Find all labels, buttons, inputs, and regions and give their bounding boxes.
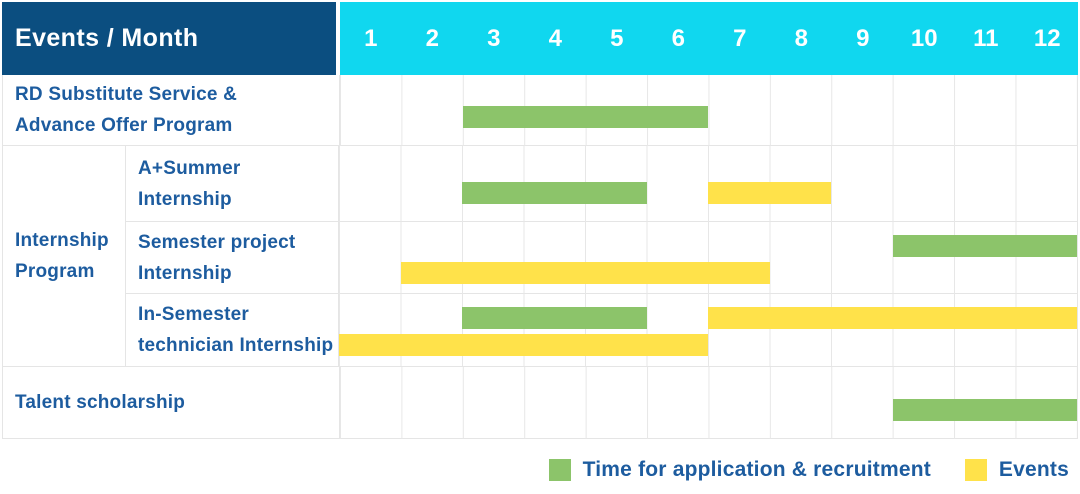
event-bar	[400, 262, 770, 284]
header-title-cell: Events / Month	[2, 2, 340, 75]
label-line: Semester project	[138, 231, 296, 253]
application-bar	[892, 399, 1077, 421]
month-header-cell: 1	[364, 24, 378, 52]
month-header-cell: 8	[794, 24, 808, 52]
chart-row	[340, 75, 1077, 146]
chart-row	[339, 146, 1077, 222]
legend-label: Events	[998, 458, 1069, 481]
label-line: Internship	[138, 262, 232, 284]
month-header: 1 2 3 4 5 6 7 8 9 10 11 12	[340, 2, 1078, 75]
group-label: Internship Program	[3, 146, 126, 366]
row-label: Semester project Internship	[126, 222, 339, 293]
label-line: technician Internship	[138, 335, 334, 356]
application-bar	[462, 182, 647, 204]
table-row: RD Substitute Service & Advance Offer Pro…	[3, 75, 1077, 146]
label-line: Advance Offer Program	[15, 115, 233, 136]
group-section: Internship Program A+Summer Internship Semes…	[3, 146, 1077, 367]
table-row: In-Semester technician Internship	[126, 294, 1077, 366]
row-label: A+Summer Internship	[126, 146, 339, 221]
event-bar	[708, 307, 1077, 329]
month-header-cell: 10	[910, 24, 938, 52]
chart-row	[339, 294, 1077, 366]
table-row: A+Summer Internship	[126, 146, 1077, 222]
month-header-cell: 2	[425, 24, 439, 52]
page-title: Events / Month	[15, 24, 199, 52]
month-header-cell: 9	[856, 24, 870, 52]
application-bar	[892, 235, 1077, 257]
group-rows: A+Summer Internship Semester project Intern…	[126, 146, 1077, 366]
label-line: Program	[15, 261, 95, 282]
month-header-cell: 6	[671, 24, 685, 52]
chart-row	[340, 367, 1077, 439]
month-header-cell: 3	[487, 24, 501, 52]
application-bar	[462, 106, 709, 128]
application-swatch	[548, 459, 571, 481]
month-header-cell: 5	[610, 24, 624, 52]
label-line: A+Summer	[138, 157, 241, 179]
month-header-cell: 12	[1033, 24, 1061, 52]
gantt-chart: Events / Month 1 2 3 4 5 6 7 8 9 10 11 12 RD Substi…	[2, 2, 1078, 439]
legend-label: Time for application & recruitment	[582, 458, 931, 481]
table-row: Talent scholarship	[3, 367, 1077, 439]
row-label: Talent scholarship	[3, 367, 340, 438]
application-bar	[462, 307, 647, 329]
table-header-row: Events / Month 1 2 3 4 5 6 7 8 9 10 11 12	[2, 2, 1078, 75]
chart-row	[339, 222, 1077, 294]
legend: Time for application & recruitment Events	[529, 458, 1069, 482]
event-bar	[339, 334, 708, 356]
legend-item: Events	[964, 458, 1069, 482]
month-header-cell: 7	[733, 24, 747, 52]
month-header-cell: 11	[973, 24, 999, 52]
event-swatch	[964, 459, 987, 481]
label-line: Internship	[138, 188, 232, 210]
table-body: RD Substitute Service & Advance Offer Pro…	[2, 75, 1078, 439]
row-label: In-Semester technician Internship	[126, 294, 339, 366]
month-header-cell: 4	[548, 24, 562, 52]
label-line: Talent scholarship	[15, 392, 186, 413]
table-row: Semester project Internship	[126, 222, 1077, 294]
event-bar	[708, 182, 831, 204]
label-line: RD Substitute Service &	[15, 84, 238, 105]
legend-item: Time for application & recruitment	[548, 458, 931, 482]
row-label: RD Substitute Service & Advance Offer Pro…	[3, 75, 340, 145]
label-line: Internship	[15, 230, 109, 251]
label-line: In-Semester	[138, 304, 249, 325]
